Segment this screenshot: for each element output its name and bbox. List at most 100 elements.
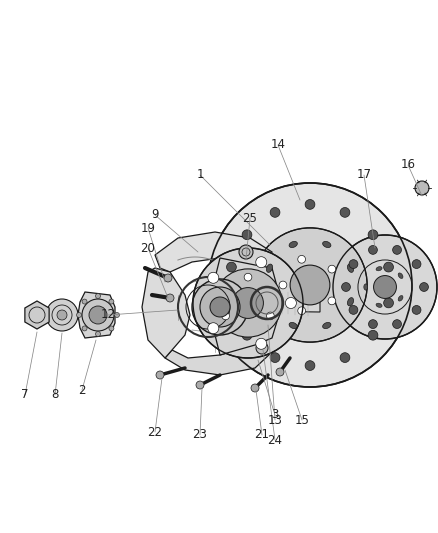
Circle shape xyxy=(420,282,428,292)
Circle shape xyxy=(333,235,437,339)
Circle shape xyxy=(368,330,378,340)
Circle shape xyxy=(208,183,412,387)
Circle shape xyxy=(328,265,336,273)
Circle shape xyxy=(256,342,268,354)
Circle shape xyxy=(340,353,350,362)
Ellipse shape xyxy=(323,322,331,329)
Text: 14: 14 xyxy=(271,139,286,151)
Ellipse shape xyxy=(289,241,297,247)
Circle shape xyxy=(82,299,87,304)
Text: 23: 23 xyxy=(193,429,208,441)
Ellipse shape xyxy=(376,266,382,271)
Circle shape xyxy=(270,207,280,217)
Circle shape xyxy=(412,305,421,314)
Circle shape xyxy=(368,230,378,240)
Polygon shape xyxy=(243,294,320,312)
Circle shape xyxy=(256,257,267,268)
Circle shape xyxy=(242,330,252,340)
Ellipse shape xyxy=(323,241,331,247)
Polygon shape xyxy=(155,232,272,272)
Circle shape xyxy=(156,371,164,379)
Circle shape xyxy=(298,255,306,263)
Text: 24: 24 xyxy=(268,433,283,447)
Circle shape xyxy=(290,265,330,305)
Polygon shape xyxy=(165,338,272,375)
Circle shape xyxy=(298,307,306,314)
Ellipse shape xyxy=(398,295,403,301)
Text: 21: 21 xyxy=(254,429,269,441)
Text: 15: 15 xyxy=(295,414,309,426)
Circle shape xyxy=(244,273,252,281)
Circle shape xyxy=(340,207,350,217)
Ellipse shape xyxy=(347,264,353,272)
Circle shape xyxy=(89,306,107,324)
Circle shape xyxy=(276,368,284,376)
Circle shape xyxy=(164,274,172,282)
Circle shape xyxy=(46,299,78,331)
Text: 12: 12 xyxy=(100,309,116,321)
Circle shape xyxy=(208,272,219,283)
Ellipse shape xyxy=(376,303,382,308)
Circle shape xyxy=(166,294,174,302)
Circle shape xyxy=(412,260,421,269)
Circle shape xyxy=(239,245,253,259)
Circle shape xyxy=(251,384,259,392)
Text: 1: 1 xyxy=(196,168,204,182)
Text: 22: 22 xyxy=(148,425,162,439)
Circle shape xyxy=(392,246,402,254)
Circle shape xyxy=(256,338,267,349)
Circle shape xyxy=(95,332,100,336)
Polygon shape xyxy=(78,292,115,338)
Circle shape xyxy=(193,248,303,358)
Circle shape xyxy=(57,310,67,320)
Circle shape xyxy=(95,294,100,298)
Ellipse shape xyxy=(364,284,368,290)
Circle shape xyxy=(253,228,367,342)
Circle shape xyxy=(242,230,252,240)
Text: 2: 2 xyxy=(78,384,86,397)
Circle shape xyxy=(368,246,378,254)
Circle shape xyxy=(226,298,237,308)
Circle shape xyxy=(374,276,396,298)
Circle shape xyxy=(192,279,248,335)
Circle shape xyxy=(384,298,393,308)
Circle shape xyxy=(392,320,402,328)
Text: 3: 3 xyxy=(271,408,279,422)
Circle shape xyxy=(82,326,87,331)
Ellipse shape xyxy=(398,273,403,278)
Polygon shape xyxy=(215,258,278,355)
Circle shape xyxy=(196,381,204,389)
Polygon shape xyxy=(25,301,49,329)
Circle shape xyxy=(270,353,280,362)
Text: 25: 25 xyxy=(243,212,258,224)
Circle shape xyxy=(349,260,358,269)
Circle shape xyxy=(82,299,114,331)
Ellipse shape xyxy=(266,297,272,306)
Ellipse shape xyxy=(266,264,272,272)
Text: 7: 7 xyxy=(21,389,29,401)
Text: 20: 20 xyxy=(141,241,155,254)
Circle shape xyxy=(114,312,120,318)
Circle shape xyxy=(210,297,230,317)
Text: 13: 13 xyxy=(268,414,283,426)
Circle shape xyxy=(384,262,393,272)
Circle shape xyxy=(328,297,336,305)
Circle shape xyxy=(233,288,263,318)
Circle shape xyxy=(286,297,297,309)
Circle shape xyxy=(305,199,315,209)
Circle shape xyxy=(222,312,230,320)
Circle shape xyxy=(279,281,287,289)
Text: 16: 16 xyxy=(400,158,416,172)
Ellipse shape xyxy=(289,322,297,329)
Circle shape xyxy=(214,269,282,337)
Circle shape xyxy=(208,322,219,334)
Circle shape xyxy=(226,262,237,272)
Circle shape xyxy=(305,361,315,370)
Ellipse shape xyxy=(347,297,353,306)
Circle shape xyxy=(368,320,378,328)
Circle shape xyxy=(109,326,114,331)
Polygon shape xyxy=(142,268,190,358)
Text: 19: 19 xyxy=(141,222,155,235)
Circle shape xyxy=(109,299,114,304)
Circle shape xyxy=(349,305,358,314)
